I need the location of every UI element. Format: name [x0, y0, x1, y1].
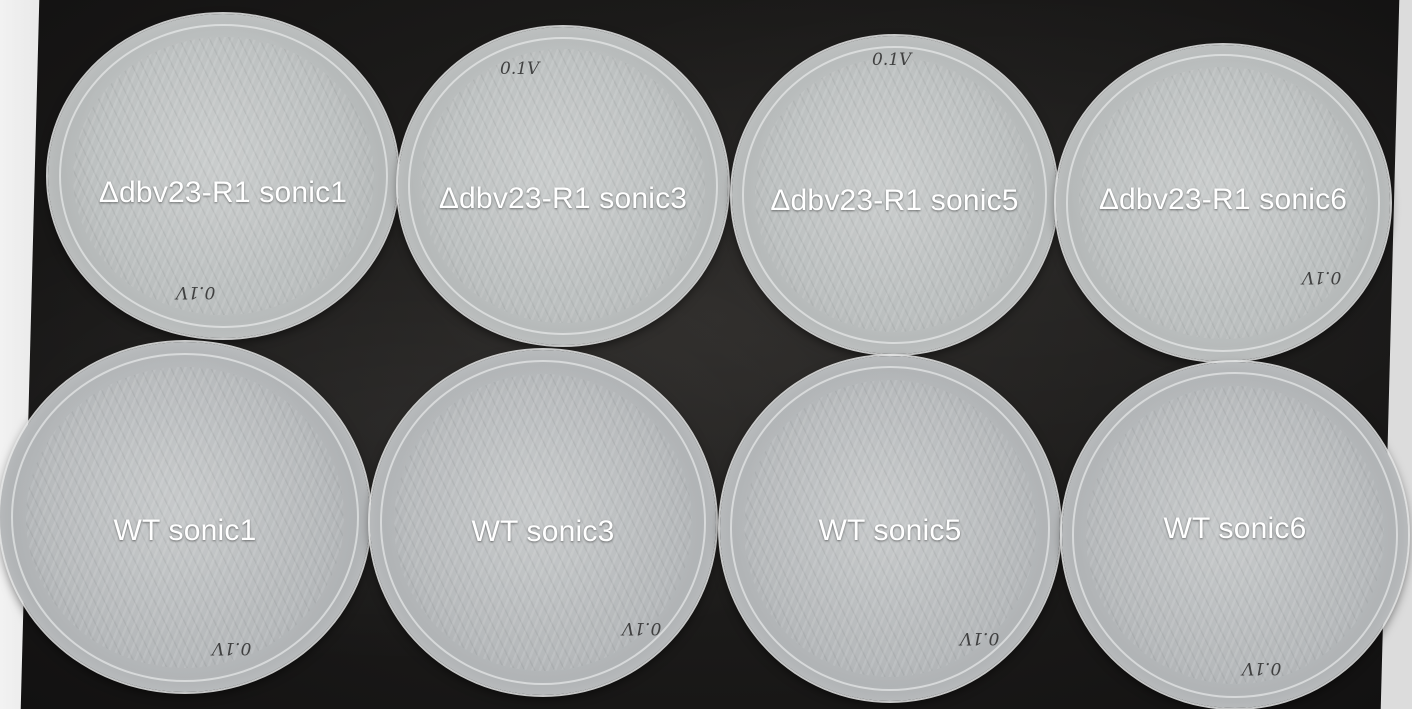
plate-label: WT sonic1	[113, 514, 257, 547]
plate-label: Δdbv23-R1 sonic3	[438, 182, 688, 215]
plate-label: Δdbv23-R1 sonic1	[98, 176, 348, 209]
plate-label: Δdbv23-R1 sonic6	[1098, 183, 1348, 216]
handwritten-mark: 0.1V	[1302, 267, 1342, 287]
petri-dish: 0.1V WT sonic3	[370, 350, 716, 695]
handwritten-mark: 0.1V	[960, 628, 1000, 648]
petri-dish: 0.1V WT sonic1	[0, 342, 370, 692]
handwritten-mark: 0.1V	[212, 638, 252, 658]
petri-dish: 0.1V Δdbv23-R1 sonic1	[48, 14, 398, 338]
plate-label: Δdbv23-R1 sonic5	[770, 184, 1019, 217]
petri-dish: 0.1V Δdbv23-R1 sonic5	[732, 36, 1057, 354]
petri-dish: 0.1V WT sonic5	[720, 356, 1060, 701]
plate-label: WT sonic3	[471, 515, 615, 548]
petri-dish: 0.1V Δdbv23-R1 sonic3	[398, 27, 728, 345]
petri-dish: 0.1V WT sonic6	[1062, 362, 1408, 708]
handwritten-mark: 0.1V	[176, 282, 216, 302]
plate-label: WT sonic6	[1163, 512, 1307, 545]
handwritten-mark: 0.1V	[500, 59, 540, 79]
petri-dish: 0.1V Δdbv23-R1 sonic6	[1056, 45, 1390, 361]
plate-label: WT sonic5	[818, 514, 962, 547]
handwritten-mark: 0.1V	[1242, 658, 1282, 678]
handwritten-mark: 0.1V	[622, 618, 662, 638]
handwritten-mark: 0.1V	[872, 50, 912, 70]
